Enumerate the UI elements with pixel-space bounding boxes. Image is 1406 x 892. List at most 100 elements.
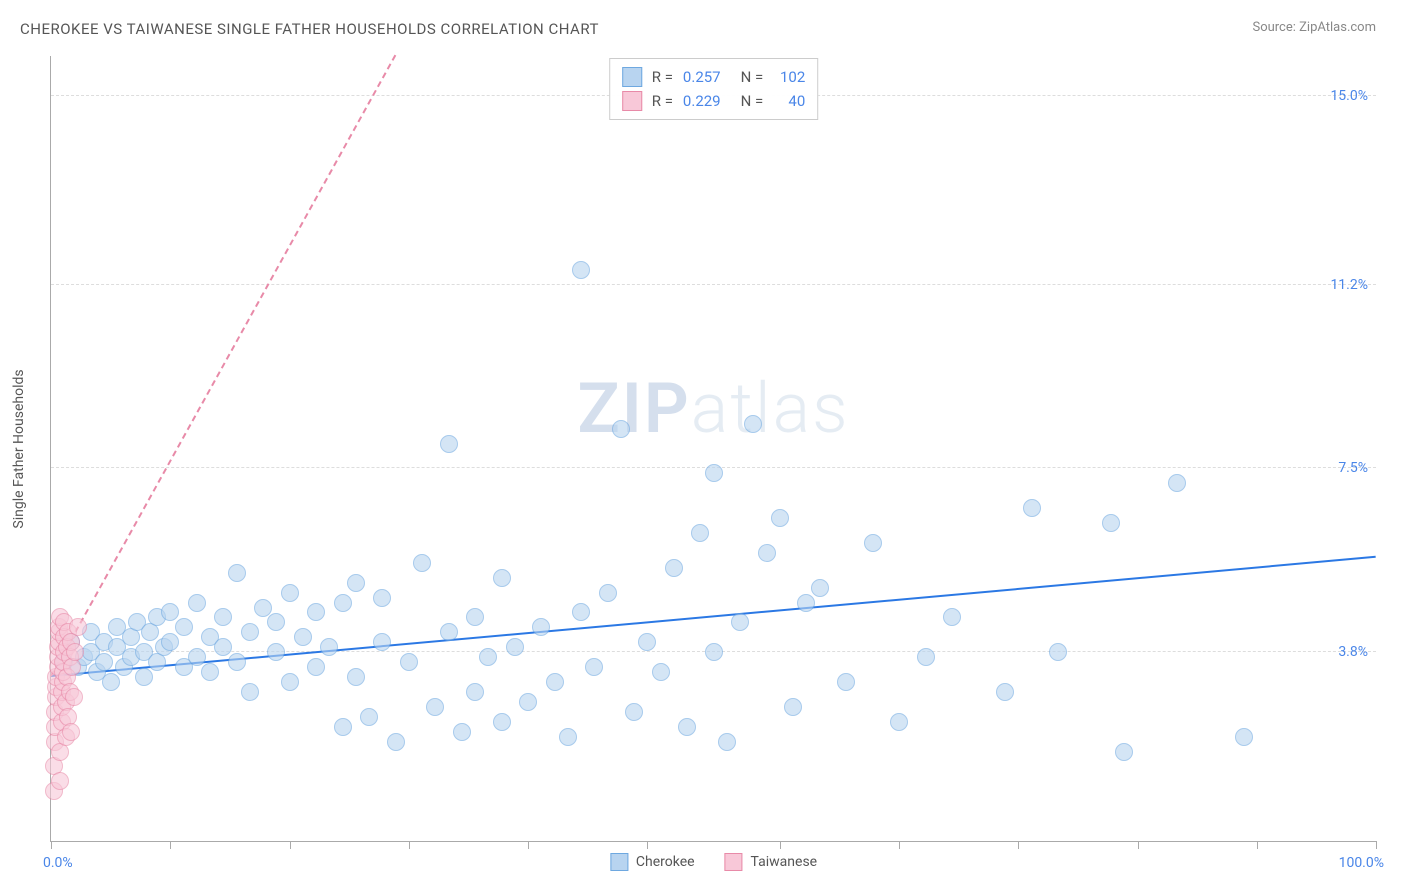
x-max-label: 100.0%: [1339, 855, 1384, 871]
x-tick: [647, 841, 648, 849]
data-point-cherokee: [294, 628, 312, 646]
legend-swatch: [622, 67, 642, 87]
legend-swatch: [725, 853, 743, 871]
data-point-cherokee: [466, 683, 484, 701]
data-point-taiwanese: [69, 618, 87, 636]
data-point-cherokee: [281, 584, 299, 602]
data-point-cherokee: [559, 728, 577, 746]
data-point-cherokee: [771, 509, 789, 527]
data-point-cherokee: [228, 564, 246, 582]
data-point-cherokee: [585, 658, 603, 676]
legend-n-value: 40: [773, 89, 805, 113]
data-point-cherokee: [572, 603, 590, 621]
data-point-cherokee: [95, 653, 113, 671]
data-point-cherokee: [135, 668, 153, 686]
grid-line: [51, 284, 1376, 285]
x-tick: [528, 841, 529, 849]
data-point-cherokee: [188, 594, 206, 612]
data-point-cherokee: [267, 643, 285, 661]
data-point-cherokee: [943, 608, 961, 626]
data-point-cherokee: [188, 648, 206, 666]
data-point-cherokee: [347, 574, 365, 592]
data-point-cherokee: [307, 658, 325, 676]
data-point-cherokee: [917, 648, 935, 666]
data-point-cherokee: [665, 559, 683, 577]
data-point-taiwanese: [51, 772, 69, 790]
data-point-cherokee: [440, 435, 458, 453]
data-point-cherokee: [161, 603, 179, 621]
legend-n-value: 102: [773, 65, 805, 89]
data-point-cherokee: [1235, 728, 1253, 746]
data-point-cherokee: [506, 638, 524, 656]
legend-row-taiwanese: R =0.229N =40: [622, 89, 806, 113]
data-point-cherokee: [440, 623, 458, 641]
data-point-cherokee: [599, 584, 617, 602]
source-prefix: Source:: [1252, 20, 1299, 35]
chart-title: CHEROKEE VS TAIWANESE SINGLE FATHER HOUS…: [20, 20, 599, 38]
source-attribution: Source: ZipAtlas.com: [1252, 20, 1376, 35]
x-min-label: 0.0%: [43, 855, 73, 871]
data-point-cherokee: [347, 668, 365, 686]
correlation-legend: R =0.257N =102R =0.229N =40: [609, 58, 819, 120]
watermark-light: atlas: [691, 368, 850, 450]
legend-n-label: N =: [741, 65, 764, 89]
data-point-cherokee: [102, 673, 120, 691]
data-point-cherokee: [360, 708, 378, 726]
data-point-cherokee: [175, 618, 193, 636]
data-point-cherokee: [625, 703, 643, 721]
data-point-cherokee: [373, 589, 391, 607]
data-point-cherokee: [811, 579, 829, 597]
plot-area: Single Father Households ZIPatlas 3.8%7.…: [50, 56, 1376, 842]
data-point-cherokee: [241, 683, 259, 701]
data-point-cherokee: [334, 594, 352, 612]
data-point-cherokee: [493, 713, 511, 731]
data-point-cherokee: [744, 415, 762, 433]
trend-line-taiwanese: [50, 55, 396, 677]
data-point-cherokee: [519, 693, 537, 711]
watermark-bold: ZIP: [577, 368, 690, 450]
data-point-taiwanese: [65, 688, 83, 706]
y-tick-label: 15.0%: [1330, 88, 1368, 104]
data-point-taiwanese: [62, 723, 80, 741]
data-point-cherokee: [705, 464, 723, 482]
legend-r-label: R =: [652, 89, 673, 113]
data-point-cherokee: [281, 673, 299, 691]
x-tick: [899, 841, 900, 849]
x-tick: [290, 841, 291, 849]
watermark: ZIPatlas: [577, 368, 849, 450]
data-point-cherokee: [612, 420, 630, 438]
data-point-cherokee: [201, 663, 219, 681]
data-point-cherokee: [546, 673, 564, 691]
data-point-cherokee: [652, 663, 670, 681]
y-axis-label: Single Father Households: [11, 369, 27, 528]
data-point-cherokee: [334, 718, 352, 736]
legend-r-label: R =: [652, 65, 673, 89]
data-point-cherokee: [320, 638, 338, 656]
data-point-cherokee: [572, 261, 590, 279]
y-tick-label: 11.2%: [1330, 277, 1368, 293]
x-tick: [409, 841, 410, 849]
series-legend-item-taiwanese: Taiwanese: [725, 853, 818, 871]
data-point-cherokee: [228, 653, 246, 671]
data-point-cherokee: [426, 698, 444, 716]
data-point-cherokee: [758, 544, 776, 562]
series-legend-label: Cherokee: [636, 854, 695, 870]
legend-swatch: [610, 853, 628, 871]
data-point-cherokee: [678, 718, 696, 736]
source-link[interactable]: ZipAtlas.com: [1299, 20, 1376, 35]
data-point-cherokee: [254, 599, 272, 617]
data-point-cherokee: [267, 613, 285, 631]
data-point-cherokee: [1049, 643, 1067, 661]
data-point-cherokee: [373, 633, 391, 651]
data-point-cherokee: [638, 633, 656, 651]
data-point-cherokee: [1023, 499, 1041, 517]
data-point-cherokee: [479, 648, 497, 666]
data-point-cherokee: [532, 618, 550, 636]
data-point-cherokee: [1168, 474, 1186, 492]
y-tick-label: 3.8%: [1338, 644, 1368, 660]
data-point-cherokee: [797, 594, 815, 612]
data-point-taiwanese: [66, 643, 84, 661]
data-point-cherokee: [214, 608, 232, 626]
data-point-cherokee: [996, 683, 1014, 701]
data-point-cherokee: [705, 643, 723, 661]
